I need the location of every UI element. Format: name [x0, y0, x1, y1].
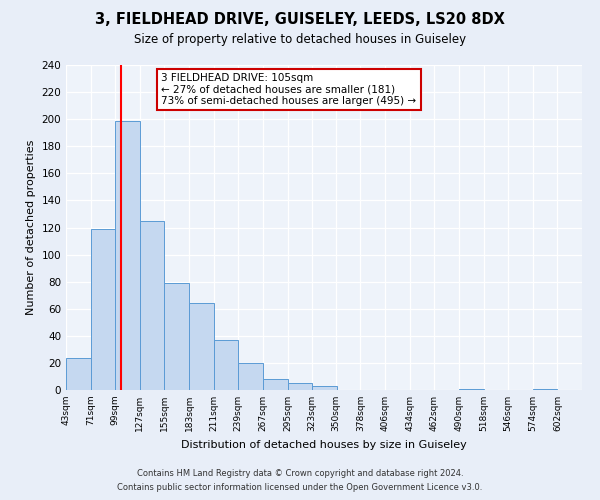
Bar — [164, 283, 189, 390]
Text: 3 FIELDHEAD DRIVE: 105sqm
← 27% of detached houses are smaller (181)
73% of semi: 3 FIELDHEAD DRIVE: 105sqm ← 27% of detac… — [161, 73, 416, 106]
Bar — [459, 388, 484, 390]
Text: 3, FIELDHEAD DRIVE, GUISELEY, LEEDS, LS20 8DX: 3, FIELDHEAD DRIVE, GUISELEY, LEEDS, LS2… — [95, 12, 505, 28]
X-axis label: Distribution of detached houses by size in Guiseley: Distribution of detached houses by size … — [181, 440, 467, 450]
Bar — [263, 379, 287, 390]
Bar — [189, 304, 214, 390]
Bar — [287, 383, 312, 390]
Bar — [533, 388, 557, 390]
Bar — [115, 120, 140, 390]
Text: Contains HM Land Registry data © Crown copyright and database right 2024.: Contains HM Land Registry data © Crown c… — [137, 468, 463, 477]
Bar — [214, 340, 238, 390]
Bar — [66, 358, 91, 390]
Bar — [238, 363, 263, 390]
Bar — [140, 220, 164, 390]
Text: Contains public sector information licensed under the Open Government Licence v3: Contains public sector information licen… — [118, 484, 482, 492]
Bar — [312, 386, 337, 390]
Y-axis label: Number of detached properties: Number of detached properties — [26, 140, 36, 315]
Text: Size of property relative to detached houses in Guiseley: Size of property relative to detached ho… — [134, 32, 466, 46]
Bar — [91, 229, 115, 390]
